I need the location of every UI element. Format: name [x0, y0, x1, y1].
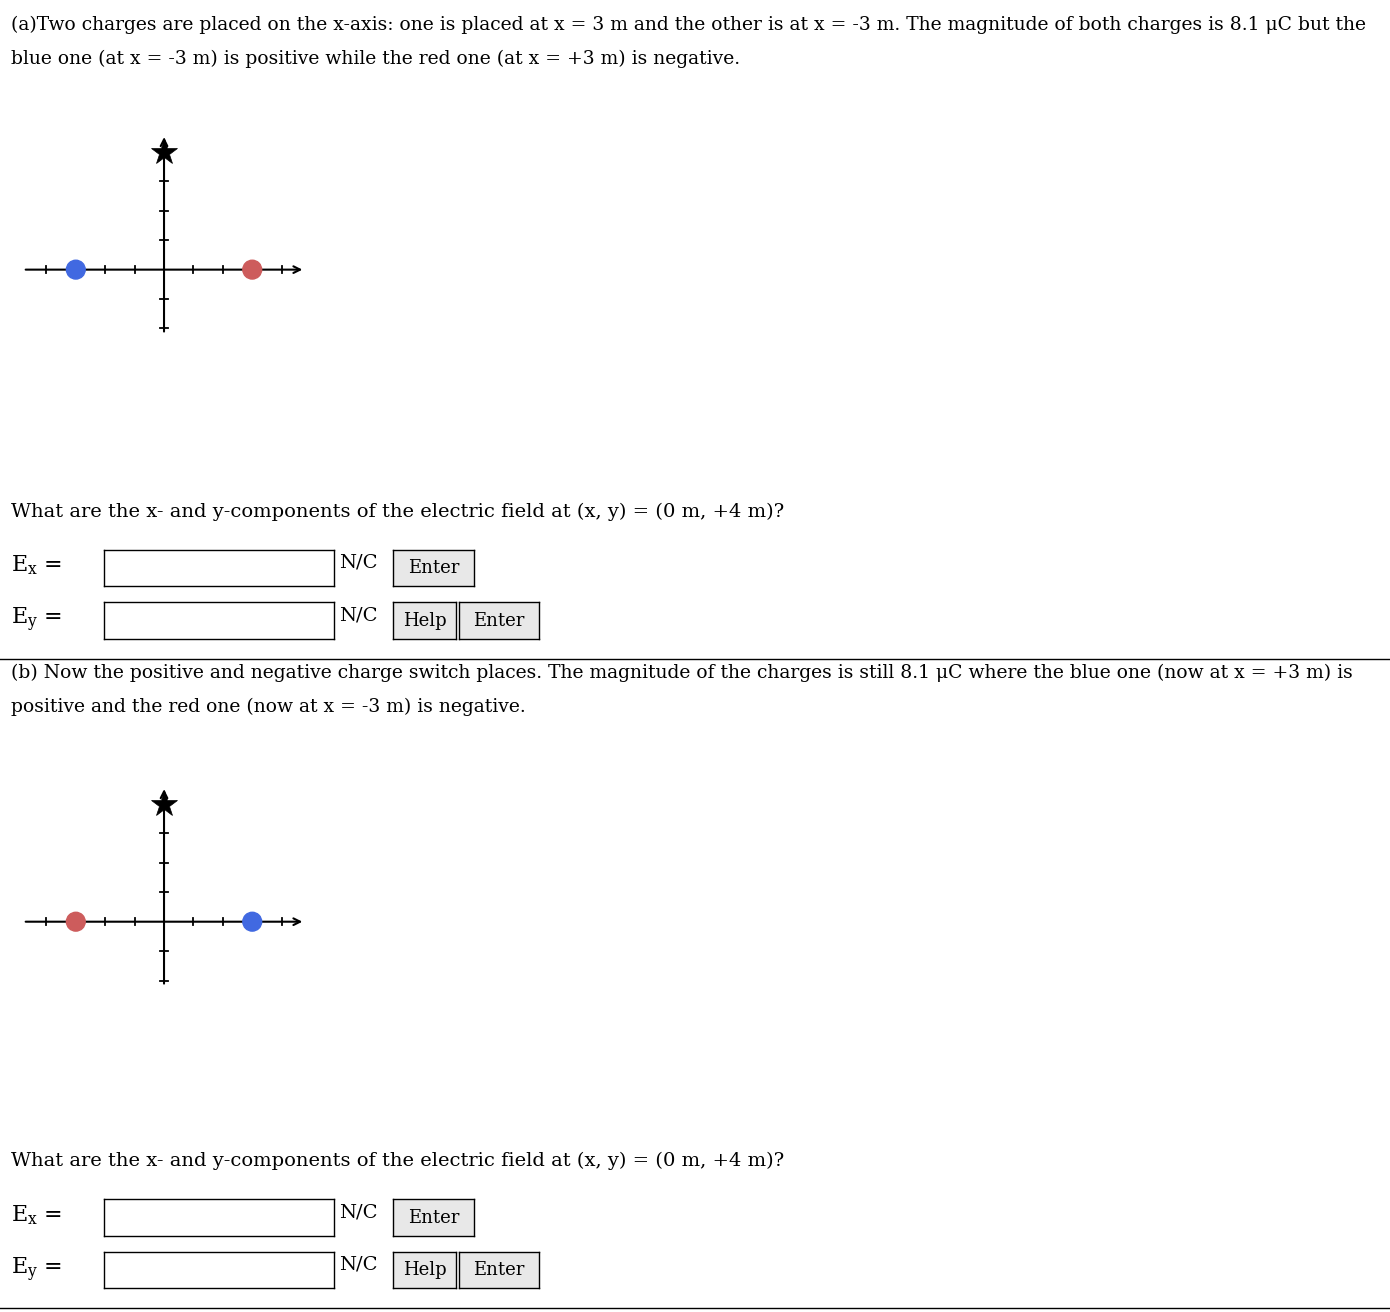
Text: Enter: Enter [409, 559, 459, 577]
Text: N/C: N/C [339, 1256, 378, 1274]
Text: (a)Two charges are placed on the x-axis: one is placed at x = 3 m and the other : (a)Two charges are placed on the x-axis:… [11, 16, 1366, 34]
Circle shape [243, 260, 261, 279]
Circle shape [67, 260, 85, 279]
Text: N/C: N/C [339, 554, 378, 572]
Text: Enter: Enter [474, 611, 524, 630]
Text: What are the x- and y-components of the electric field at (x, y) = (0 m, +4 m)?: What are the x- and y-components of the … [11, 502, 784, 521]
Text: blue one (at x = -3 m) is positive while the red one (at x = +3 m) is negative.: blue one (at x = -3 m) is positive while… [11, 50, 741, 68]
Text: Enter: Enter [409, 1208, 459, 1227]
Text: $\mathregular{E_x}$ =: $\mathregular{E_x}$ = [11, 554, 63, 577]
Text: Help: Help [403, 611, 446, 630]
Circle shape [243, 912, 261, 932]
Circle shape [67, 912, 85, 932]
Text: $\mathregular{E_y}$ =: $\mathregular{E_y}$ = [11, 1256, 63, 1283]
Text: (b) Now the positive and negative charge switch places. The magnitude of the cha: (b) Now the positive and negative charge… [11, 664, 1352, 682]
Text: positive and the red one (now at x = -3 m) is negative.: positive and the red one (now at x = -3 … [11, 698, 525, 716]
Text: Enter: Enter [474, 1261, 524, 1279]
Text: $\mathregular{E_x}$ =: $\mathregular{E_x}$ = [11, 1203, 63, 1227]
Text: N/C: N/C [339, 1203, 378, 1221]
Text: Help: Help [403, 1261, 446, 1279]
Text: What are the x- and y-components of the electric field at (x, y) = (0 m, +4 m)?: What are the x- and y-components of the … [11, 1152, 784, 1170]
Text: N/C: N/C [339, 606, 378, 625]
Text: $\mathregular{E_y}$ =: $\mathregular{E_y}$ = [11, 606, 63, 634]
